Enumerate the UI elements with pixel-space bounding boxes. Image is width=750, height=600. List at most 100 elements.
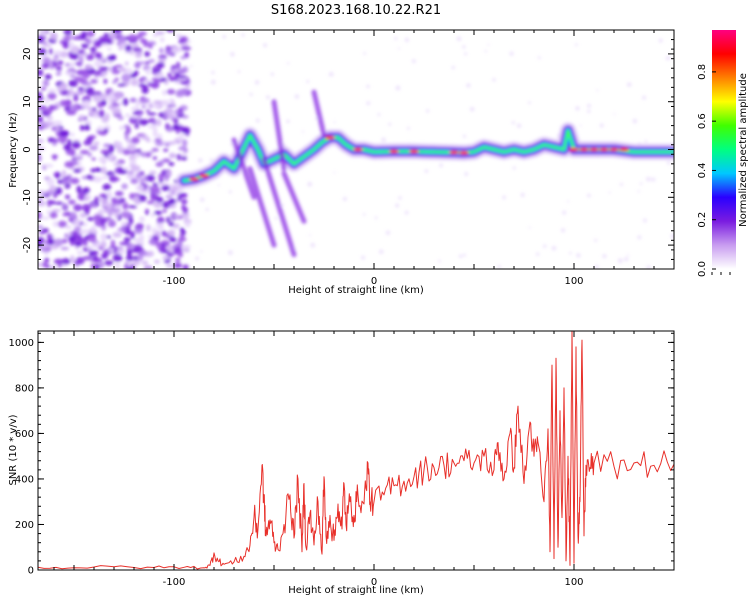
noise-blob	[101, 175, 109, 180]
noise-blob	[141, 85, 149, 94]
faint-dot	[395, 203, 400, 208]
noise-blob	[73, 204, 83, 212]
noise-blob	[62, 40, 69, 48]
noise-blob	[152, 156, 157, 161]
hot-spot	[459, 151, 469, 155]
ridge-core	[182, 129, 674, 182]
faint-dot	[314, 116, 319, 121]
noise-blob	[166, 171, 172, 176]
noise-blob	[126, 243, 135, 249]
noise-blob	[102, 202, 110, 207]
noise-blob	[100, 149, 110, 154]
noise-blob	[126, 249, 133, 257]
noise-blob	[83, 241, 88, 247]
spectrogram-image	[38, 30, 674, 269]
noise-blob	[55, 65, 63, 71]
noise-blob	[139, 216, 145, 223]
faint-dot	[205, 207, 209, 212]
faint-dot	[378, 249, 384, 255]
faint-dot	[596, 89, 599, 92]
faint-dot	[438, 259, 441, 263]
noise-blob	[86, 54, 95, 61]
noise-blob	[93, 39, 103, 48]
noise-blob	[84, 197, 90, 202]
noise-blob	[152, 120, 157, 126]
faint-dot	[542, 244, 547, 248]
faint-dot	[411, 59, 416, 64]
faint-dot	[579, 124, 582, 127]
faint-dot	[462, 253, 467, 257]
noise-blob	[79, 149, 90, 155]
noise-blob	[128, 205, 138, 209]
noise-blob	[62, 202, 68, 210]
noise-blob	[179, 227, 185, 232]
noise-blob	[139, 119, 149, 126]
faint-dot	[527, 101, 531, 105]
y-tick-label: 800	[15, 383, 34, 394]
noise-blob	[69, 177, 80, 185]
noise-blob	[104, 260, 114, 266]
noise-blob	[180, 55, 186, 60]
noise-blob	[84, 124, 91, 131]
faint-dot	[520, 192, 525, 198]
faint-dot	[306, 79, 310, 84]
noise-blob	[168, 162, 175, 167]
faint-dot	[535, 252, 540, 256]
noise-blob	[167, 141, 177, 145]
noise-blob	[41, 62, 50, 69]
noise-blob	[176, 75, 187, 79]
noise-blob	[44, 73, 52, 80]
noise-blob	[134, 50, 143, 59]
noise-blob	[141, 260, 149, 265]
noise-blob	[146, 200, 155, 205]
noise-blob	[126, 144, 137, 152]
noise-blob	[182, 139, 188, 147]
faint-dot	[492, 77, 496, 82]
faint-dot	[286, 119, 290, 124]
noise-blob	[172, 223, 180, 229]
faint-dot	[439, 163, 444, 168]
faint-dot	[626, 82, 632, 87]
noise-blob	[78, 56, 84, 65]
faint-dot	[509, 51, 514, 56]
noise-blob	[129, 192, 134, 200]
noise-blob	[86, 30, 95, 38]
noise-blob	[103, 143, 111, 148]
noise-blob	[69, 75, 77, 79]
noise-blob	[116, 248, 125, 255]
noise-blob	[130, 72, 137, 79]
noise-blob	[177, 196, 182, 202]
noise-blob	[38, 48, 47, 55]
noise-blob	[107, 67, 113, 72]
noise-blob	[172, 124, 181, 130]
noise-blob	[38, 69, 44, 77]
faint-dot	[217, 184, 221, 187]
noise-blob	[165, 107, 172, 114]
faint-dot	[511, 120, 515, 125]
colorbar-ticks: 0.0 0.2 0.4 0.6 0.8	[697, 64, 731, 277]
faint-dot	[551, 245, 557, 251]
noise-blob	[52, 220, 59, 227]
noise-blob	[158, 173, 165, 181]
noise-blob	[80, 229, 91, 234]
faint-dot	[568, 251, 572, 255]
noise-blob	[45, 121, 55, 127]
noise-blob	[89, 202, 97, 208]
noise-blob	[162, 158, 171, 163]
noise-blob	[92, 257, 103, 263]
y-tick-label: 0	[28, 566, 34, 577]
noise-blob	[152, 100, 163, 104]
faint-dot	[456, 36, 462, 42]
noise-blob	[174, 72, 181, 77]
faint-dot	[309, 234, 312, 237]
snr-frame	[37, 330, 675, 571]
faint-dot	[587, 193, 591, 198]
noise-blob	[171, 185, 179, 192]
noise-blob	[96, 125, 104, 132]
noise-blob	[86, 136, 94, 141]
noise-blob	[153, 79, 162, 83]
noise-blob	[64, 194, 71, 200]
noise-blob	[129, 50, 134, 55]
noise-blob	[44, 97, 49, 104]
